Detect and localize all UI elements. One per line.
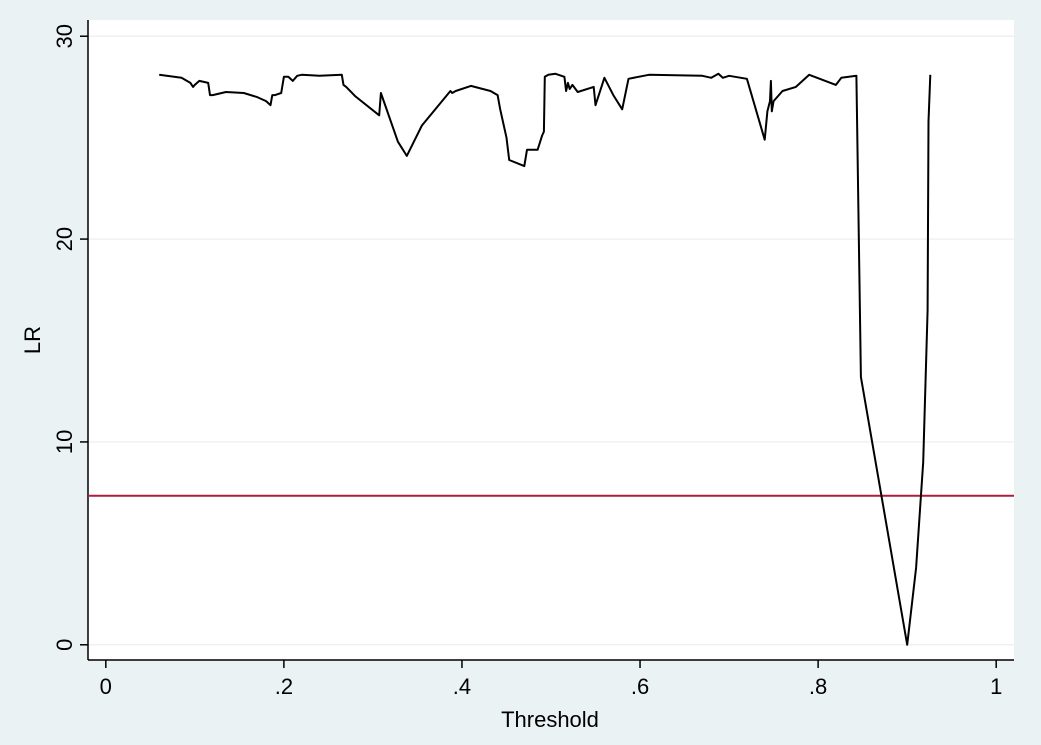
y-ticks: 0 10 20 30 xyxy=(52,24,88,651)
x-axis-title: Threshold xyxy=(501,707,599,732)
y-axis-title: LR xyxy=(20,326,45,354)
series-line xyxy=(159,72,932,646)
plot-area xyxy=(88,20,1014,660)
grid-lines xyxy=(88,35,1014,646)
y-tick-label: 10 xyxy=(52,430,77,454)
x-tick-label: .2 xyxy=(275,674,293,699)
x-tick-label: 0 xyxy=(100,674,112,699)
y-tick-label: 0 xyxy=(52,639,77,651)
y-tick-label: 20 xyxy=(52,227,77,251)
x-tick-label: 1 xyxy=(990,674,1002,699)
x-ticks: 0 .2 .4 .6 .8 1 xyxy=(100,660,1002,699)
y-tick-label: 30 xyxy=(52,24,77,48)
x-tick-label: .4 xyxy=(453,674,471,699)
x-tick-label: .6 xyxy=(631,674,649,699)
series-group xyxy=(159,72,932,646)
x-tick-label: .8 xyxy=(809,674,827,699)
